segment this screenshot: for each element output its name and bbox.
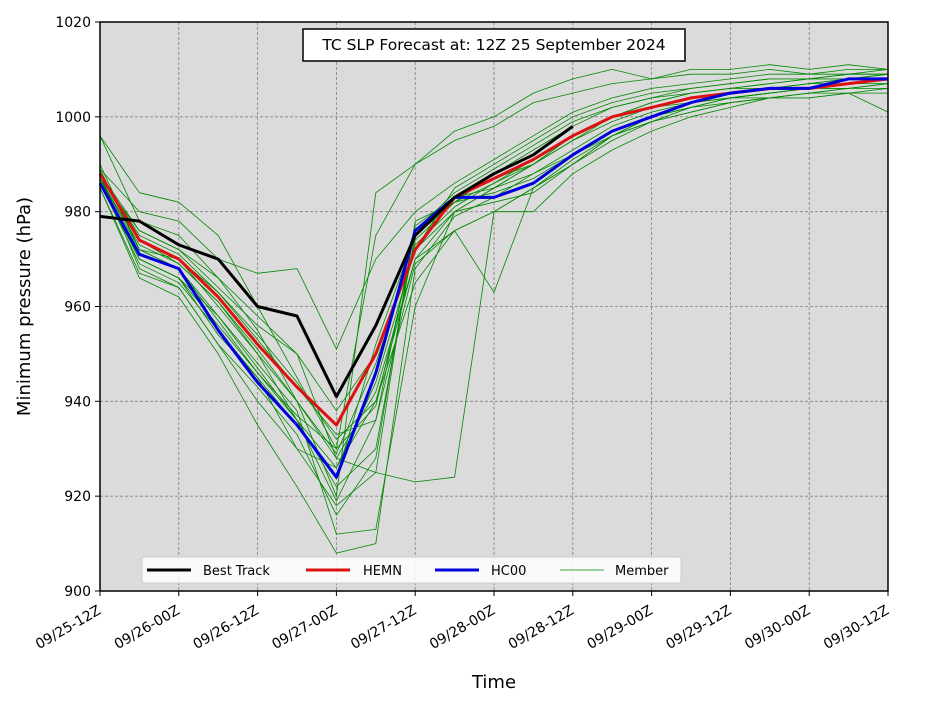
x-tick-label: 09/27-00Z <box>269 603 340 653</box>
x-tick-label: 09/30-12Z <box>821 603 892 653</box>
x-axis: 09/25-12Z 09/26-00Z 09/26-12Z 09/27-00Z 09/2… <box>33 591 892 653</box>
y-tick-label: 980 <box>64 205 91 221</box>
y-tick-label: 900 <box>64 584 91 600</box>
series-line-member <box>99 78 889 454</box>
x-tick-label: 09/25-12Z <box>33 603 104 653</box>
legend-label-member: Member <box>615 564 669 579</box>
legend-label-hemn: HEMN <box>363 564 402 579</box>
main-series <box>98 77 889 479</box>
legend: Best Track HEMN HC00 Member <box>141 556 682 584</box>
y-tick-label: 1000 <box>55 110 91 126</box>
series-line-best-track <box>99 125 574 399</box>
legend-label-best-track: Best Track <box>203 564 270 579</box>
x-tick-label: 09/29-12Z <box>663 603 734 653</box>
y-axis-title: Minimum pressure (hPa) <box>14 197 35 416</box>
series-line-member <box>99 69 888 497</box>
series-line-member <box>99 73 888 435</box>
y-tick-label: 1020 <box>55 15 91 31</box>
chart-title-box: TC SLP Forecast at: 12Z 25 September 202… <box>302 28 686 62</box>
y-tick-label: 920 <box>64 489 91 505</box>
x-tick-label: 09/26-12Z <box>191 603 262 653</box>
x-axis-title: Time <box>471 672 516 693</box>
chart-title: TC SLP Forecast at: 12Z 25 September 202… <box>321 36 665 54</box>
x-tick-label: 09/26-00Z <box>112 603 183 653</box>
x-tick-label: 09/28-12Z <box>506 603 577 653</box>
x-tick-label: 09/27-12Z <box>348 603 419 653</box>
legend-label-hc00: HC00 <box>491 564 526 579</box>
series-line-member <box>99 64 889 450</box>
y-tick-label: 940 <box>64 394 91 410</box>
series-line-hc00 <box>98 77 888 479</box>
series-line-member <box>99 83 889 502</box>
x-tick-label: 09/28-00Z <box>427 603 498 653</box>
x-tick-label: 09/30-00Z <box>742 603 813 653</box>
x-tick-label: 09/29-00Z <box>585 603 656 653</box>
series-line-member <box>99 69 889 350</box>
y-tick-label: 960 <box>64 300 91 316</box>
y-axis: 900 920 940 960 980 1000 1020 <box>55 15 100 600</box>
